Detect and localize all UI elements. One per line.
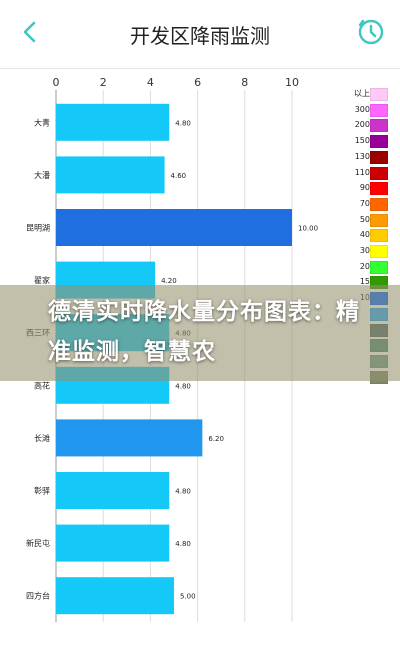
legend-label: 20 <box>359 261 370 271</box>
page-title: 开发区降雨监测 <box>130 24 270 48</box>
value-label: 4.80 <box>175 119 191 127</box>
legend-label: 40 <box>359 230 370 240</box>
value-label: 6.20 <box>208 435 224 443</box>
legend-label: 50 <box>359 214 370 224</box>
x-tick-label: 0 <box>53 76 60 89</box>
legend-swatch <box>370 150 388 164</box>
legend-swatch <box>370 88 388 101</box>
legend-item: 200 <box>344 118 396 133</box>
legend-swatch <box>370 229 388 243</box>
legend-item: 150 <box>344 134 396 149</box>
bar <box>56 472 170 509</box>
bar <box>56 419 203 457</box>
legend-label: 70 <box>359 198 370 208</box>
x-tick-label: 6 <box>194 76 201 89</box>
back-arrow-icon[interactable] <box>16 18 44 46</box>
legend-swatch <box>370 103 388 117</box>
category-label: 翟家 <box>34 275 50 285</box>
value-label: 5.00 <box>180 593 196 601</box>
legend-item: 70 <box>344 197 396 211</box>
legend-item: 110 <box>344 166 396 180</box>
bar <box>56 103 170 141</box>
legend-item: 130 <box>344 150 396 164</box>
x-tick-label: 4 <box>147 76 154 89</box>
legend-label: 110 <box>354 167 370 177</box>
legend-label: 以上 <box>354 89 370 98</box>
legend-item: 30 <box>344 244 396 258</box>
category-label: 高花 <box>34 380 50 390</box>
legend-swatch <box>370 119 388 133</box>
legend-swatch <box>370 166 388 180</box>
x-tick-label: 10 <box>285 76 299 89</box>
legend-item: 40 <box>344 228 396 243</box>
legend-swatch <box>370 135 388 149</box>
value-label: 4.60 <box>171 172 187 180</box>
caption-overlay <box>0 285 400 381</box>
legend-label: 90 <box>359 183 370 193</box>
bar <box>56 156 165 194</box>
value-label: 4.80 <box>175 488 191 496</box>
legend-item: 20 <box>344 260 396 274</box>
legend-swatch <box>370 260 388 274</box>
caption-text: 德清实时降水量分布图表：精准监测，智慧农 <box>48 299 360 365</box>
legend-swatch <box>370 213 388 227</box>
legend-label: 150 <box>354 136 370 146</box>
legend-label: 200 <box>354 120 370 130</box>
category-label: 四方台 <box>26 591 50 601</box>
x-tick-label: 2 <box>100 76 107 89</box>
legend-item: 50 <box>344 213 396 227</box>
legend-swatch <box>370 245 388 258</box>
legend-label: 130 <box>354 151 370 161</box>
bar <box>56 209 292 246</box>
value-label: 4.20 <box>161 277 177 285</box>
legend-swatch <box>370 197 388 211</box>
bar <box>56 524 170 562</box>
category-label: 昆明湖 <box>26 224 50 233</box>
category-label: 新民屯 <box>26 538 50 548</box>
category-label: 彰驿 <box>34 486 50 496</box>
legend-label: 300 <box>354 104 370 114</box>
app-header: 开发区降雨监测 <box>0 0 400 69</box>
value-label: 4.80 <box>175 540 191 548</box>
history-clock-icon[interactable] <box>356 17 386 47</box>
value-label: 10.00 <box>298 225 318 233</box>
bar <box>56 577 174 615</box>
legend-item: 以上 <box>344 87 396 101</box>
x-tick-label: 8 <box>241 76 248 89</box>
category-label: 长滩 <box>34 433 50 443</box>
legend-item: 90 <box>344 181 396 196</box>
legend-item: 300 <box>344 103 396 117</box>
legend-label: 30 <box>359 246 370 255</box>
category-label: 大青 <box>34 117 50 127</box>
value-label: 4.80 <box>175 382 191 390</box>
category-label: 大潘 <box>34 170 50 180</box>
legend-label: 15 <box>359 277 370 287</box>
legend-swatch <box>370 182 388 196</box>
